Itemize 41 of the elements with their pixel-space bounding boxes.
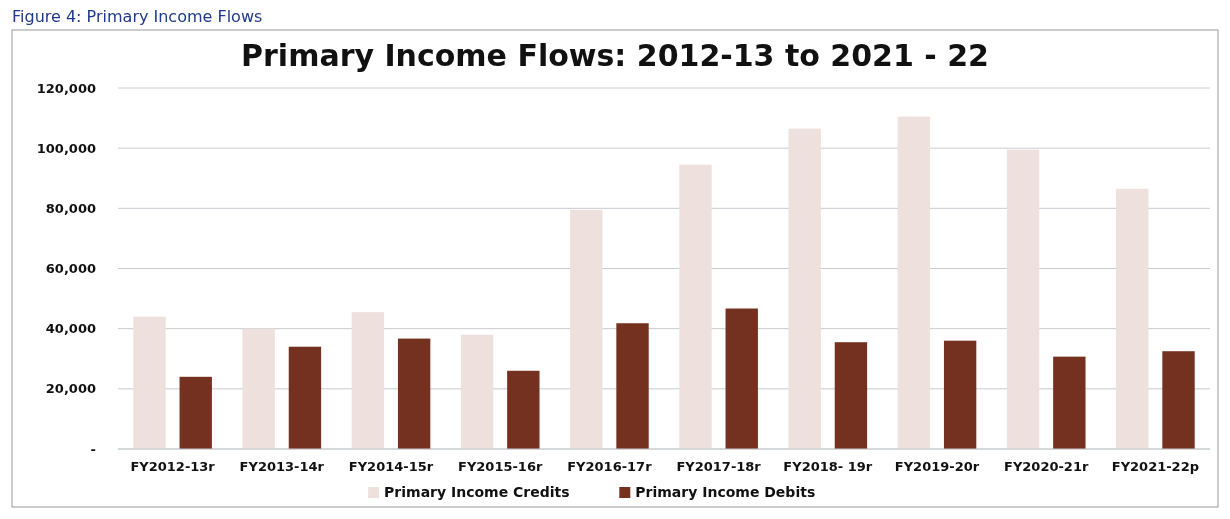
bar [725, 308, 758, 449]
x-tick-label: FY2021-22p [1111, 459, 1200, 474]
x-tick-label: FY2020-21r [1004, 459, 1089, 474]
x-tick-label: FY2015-16r [458, 459, 543, 474]
y-tick-label: 100,000 [36, 140, 96, 156]
bar [351, 312, 385, 449]
y-tick-label: 120,000 [36, 80, 96, 96]
y-tick-label: 80,000 [45, 200, 96, 216]
x-tick-label: FY2016-17r [567, 459, 653, 474]
chart-title: Primary Income Flows: 2012-13 to 2021 - 22 [241, 38, 989, 73]
bar [288, 346, 322, 449]
bar [897, 116, 931, 449]
y-tick-label: 40,000 [45, 321, 96, 337]
bar [1162, 351, 1195, 449]
bar [943, 340, 977, 449]
legend-label: Primary Income Debits [635, 484, 816, 500]
caption: Figure 4: Primary Income Flows [12, 7, 263, 26]
y-tick-label: 20,000 [45, 381, 96, 397]
legend-label: Primary Income Credits [384, 484, 570, 500]
bar [507, 370, 540, 449]
bar [679, 164, 712, 449]
x-tick-label: FY2013-14r [239, 459, 325, 474]
x-tick-label: FY2014-15r [348, 459, 434, 474]
bar [460, 334, 494, 449]
bar [834, 342, 868, 449]
x-tick-label: FY2019-20r [894, 459, 980, 474]
bar [570, 209, 603, 449]
bar [616, 323, 649, 449]
y-tick-label: - [90, 441, 96, 457]
bar [1053, 356, 1086, 449]
bar [397, 338, 431, 449]
bar [242, 328, 275, 449]
x-tick-label: FY2017-18r [676, 459, 762, 474]
x-tick-label: FY2018- 19r [783, 459, 873, 474]
y-tick-label: 60,000 [45, 261, 96, 277]
x-tick-label: FY2012-13r [130, 459, 216, 474]
bar [1006, 149, 1040, 449]
bar [788, 128, 821, 449]
bar [133, 316, 166, 449]
bar [1116, 188, 1149, 449]
bar [179, 376, 212, 449]
